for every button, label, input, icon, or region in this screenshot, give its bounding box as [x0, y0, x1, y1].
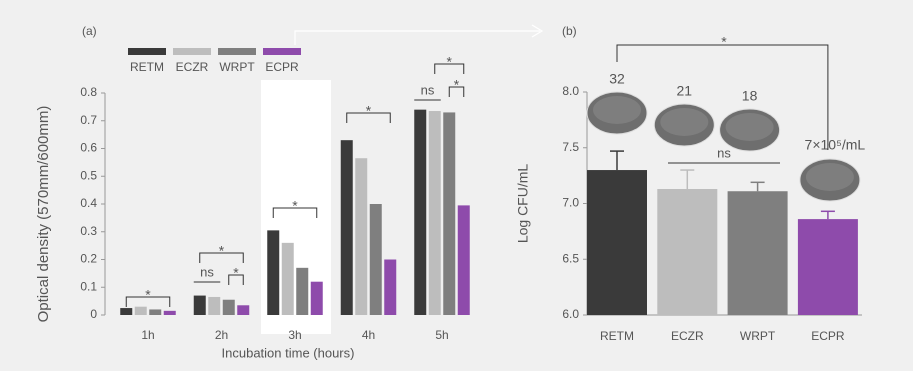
- bar: [208, 297, 220, 315]
- legend-swatch: [173, 48, 211, 55]
- x-tick-label: 4h: [362, 328, 375, 342]
- bar: [194, 296, 206, 315]
- y-tick-label: 0.1: [80, 279, 97, 293]
- sig-label: *: [292, 198, 298, 214]
- y-tick-label: 0.4: [80, 196, 97, 210]
- bar: [458, 205, 470, 315]
- bar: [443, 112, 455, 315]
- x-tick-label: 5h: [435, 328, 448, 342]
- bar: [798, 219, 858, 315]
- y-axis-label: Optical density (570mm/600mm): [35, 106, 52, 323]
- bar: [384, 260, 396, 316]
- sig-label: *: [366, 103, 372, 119]
- legend-label: ECPR: [265, 60, 299, 74]
- sig-label: *: [233, 265, 239, 281]
- bar: [282, 243, 294, 315]
- sig-label: *: [454, 77, 460, 93]
- x-tick-label: RETM: [600, 329, 634, 343]
- y-tick-label: 0.8: [80, 85, 97, 99]
- bar: [223, 300, 235, 315]
- bar: [296, 268, 308, 315]
- count-label: 21: [677, 83, 693, 99]
- bar: [341, 140, 353, 315]
- y-tick-label: 7.0: [562, 196, 579, 210]
- bar: [237, 305, 249, 315]
- y-tick-label: 0.2: [80, 252, 97, 266]
- bar: [728, 191, 788, 315]
- x-tick-label: 2h: [215, 328, 228, 342]
- y-tick-label: 8.0: [562, 84, 579, 98]
- legend-label: RETM: [130, 60, 164, 74]
- panel-label: (b): [562, 24, 577, 38]
- count-label: 7×10⁵/mL: [805, 137, 866, 153]
- bar: [149, 309, 161, 315]
- petri-shine: [726, 113, 774, 141]
- sig-label: *: [145, 287, 151, 303]
- petri-shine: [806, 163, 854, 191]
- petri-shine: [593, 96, 641, 124]
- sig-label: *: [721, 34, 727, 50]
- panel-label: (a): [82, 24, 97, 38]
- x-axis-label: Incubation time (hours): [222, 345, 355, 360]
- y-tick-label: 6.5: [562, 251, 579, 265]
- y-tick-label: 7.5: [562, 140, 579, 154]
- y-tick-label: 6.0: [562, 307, 579, 321]
- y-tick-label: 0: [90, 307, 97, 321]
- x-tick-label: ECZR: [671, 329, 704, 343]
- legend-label: WRPT: [219, 60, 255, 74]
- bar: [164, 311, 176, 315]
- y-tick-label: 0.7: [80, 113, 97, 127]
- x-tick-label: 1h: [141, 328, 154, 342]
- y-tick-label: 0.6: [80, 141, 97, 155]
- legend-swatch: [263, 48, 301, 55]
- bar: [414, 110, 426, 315]
- bar: [311, 282, 323, 315]
- y-tick-label: 0.5: [80, 168, 97, 182]
- bar: [587, 170, 647, 315]
- bar: [657, 189, 717, 315]
- legend-swatch: [218, 48, 256, 55]
- bar: [429, 111, 441, 315]
- sig-label: *: [447, 54, 453, 70]
- x-tick-label: 3h: [288, 328, 301, 342]
- legend-swatch: [128, 48, 166, 55]
- sig-label: ns: [717, 145, 731, 160]
- count-label: 18: [742, 88, 758, 104]
- bar: [120, 308, 132, 315]
- bar: [267, 230, 279, 315]
- x-tick-label: WRPT: [740, 329, 776, 343]
- x-tick-label: ECPR: [811, 329, 845, 343]
- legend-label: ECZR: [176, 60, 209, 74]
- sig-label: *: [219, 243, 225, 259]
- bar: [370, 204, 382, 315]
- y-axis-label: Log CFU/mL: [515, 164, 531, 244]
- figure: (a) 0 0.1 0.2 0.3 0.4 0.5 0.6 0.7 0.8 Optical dens…: [0, 0, 913, 371]
- petri-shine: [660, 108, 708, 136]
- bar: [135, 307, 147, 315]
- y-tick-label: 0.3: [80, 224, 97, 238]
- sig-label: ns: [421, 82, 435, 97]
- bar: [355, 158, 367, 315]
- sig-label: ns: [200, 264, 214, 279]
- count-label: 32: [609, 71, 625, 87]
